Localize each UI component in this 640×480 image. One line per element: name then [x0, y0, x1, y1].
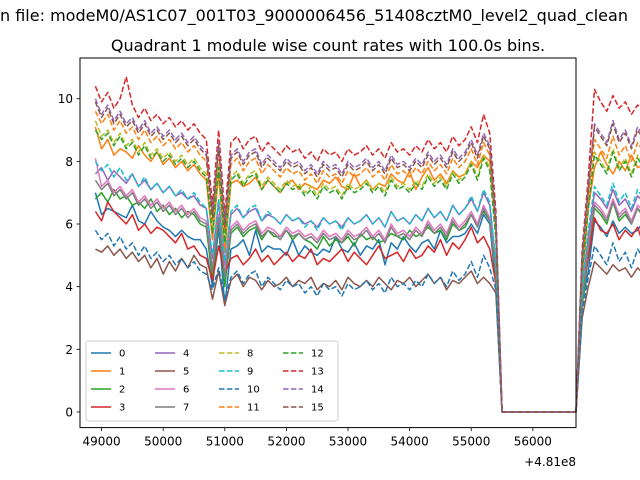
x-tick-label: 56000 — [514, 435, 552, 449]
legend-label-1: 1 — [119, 367, 125, 378]
legend-label-9: 9 — [247, 367, 253, 378]
y-tick-label: 4 — [65, 280, 73, 294]
legend-box — [85, 340, 339, 422]
series-line-3 — [94, 201, 640, 413]
x-tick-label: 51000 — [206, 435, 244, 449]
legend-label-8: 8 — [247, 349, 253, 360]
series-line-14 — [94, 98, 640, 413]
y-tick-label: 2 — [65, 343, 73, 357]
legend-label-11: 11 — [247, 403, 260, 414]
series-line-12 — [94, 129, 640, 413]
legend-label-13: 13 — [311, 367, 324, 378]
legend-label-15: 15 — [311, 403, 324, 414]
series-line-1 — [94, 126, 640, 413]
x-offset-label: +4.81e8 — [524, 455, 576, 469]
figure-suptitle: n file: modeM0/AS1C07_001T03_9000006456_… — [0, 6, 628, 25]
plot-frame — [79, 57, 577, 429]
chart-title: Quadrant 1 module wise count rates with … — [110, 36, 546, 55]
legend-label-12: 12 — [311, 349, 324, 360]
x-tick-label: 52000 — [267, 435, 305, 449]
series-line-9 — [94, 160, 640, 413]
series-line-2 — [94, 188, 640, 413]
legend-label-5: 5 — [183, 367, 189, 378]
legend-label-14: 14 — [311, 385, 324, 396]
legend-label-6: 6 — [183, 385, 189, 396]
series-line-13 — [94, 76, 640, 413]
y-tick-label: 0 — [65, 405, 73, 419]
series-line-6 — [94, 158, 640, 413]
series-line-7 — [94, 179, 640, 413]
x-tick-label: 50000 — [144, 435, 182, 449]
y-tick-label: 8 — [65, 155, 73, 169]
series-line-11 — [94, 110, 640, 413]
legend-label-0: 0 — [119, 349, 125, 360]
legend-label-10: 10 — [247, 385, 260, 396]
y-axis: 0 2 4 6 8 10 — [58, 92, 80, 419]
legend-label-7: 7 — [183, 403, 189, 414]
legend-label-2: 2 — [119, 385, 125, 396]
legend-label-3: 3 — [119, 403, 125, 414]
x-tick-label: 49000 — [82, 435, 120, 449]
series-line-15 — [94, 101, 640, 413]
series-lines — [94, 76, 640, 413]
y-tick-label: 10 — [58, 92, 73, 106]
x-tick-label: 53000 — [329, 435, 367, 449]
x-tick-label: 54000 — [391, 435, 429, 449]
x-axis: 49000 50000 51000 52000 53000 54000 55000 56000 — [82, 427, 552, 449]
y-tick-label: 6 — [65, 218, 73, 232]
series-line-8 — [94, 120, 640, 413]
x-tick-label: 55000 — [452, 435, 490, 449]
legend-label-4: 4 — [183, 349, 189, 360]
series-line-5 — [95, 245, 640, 413]
